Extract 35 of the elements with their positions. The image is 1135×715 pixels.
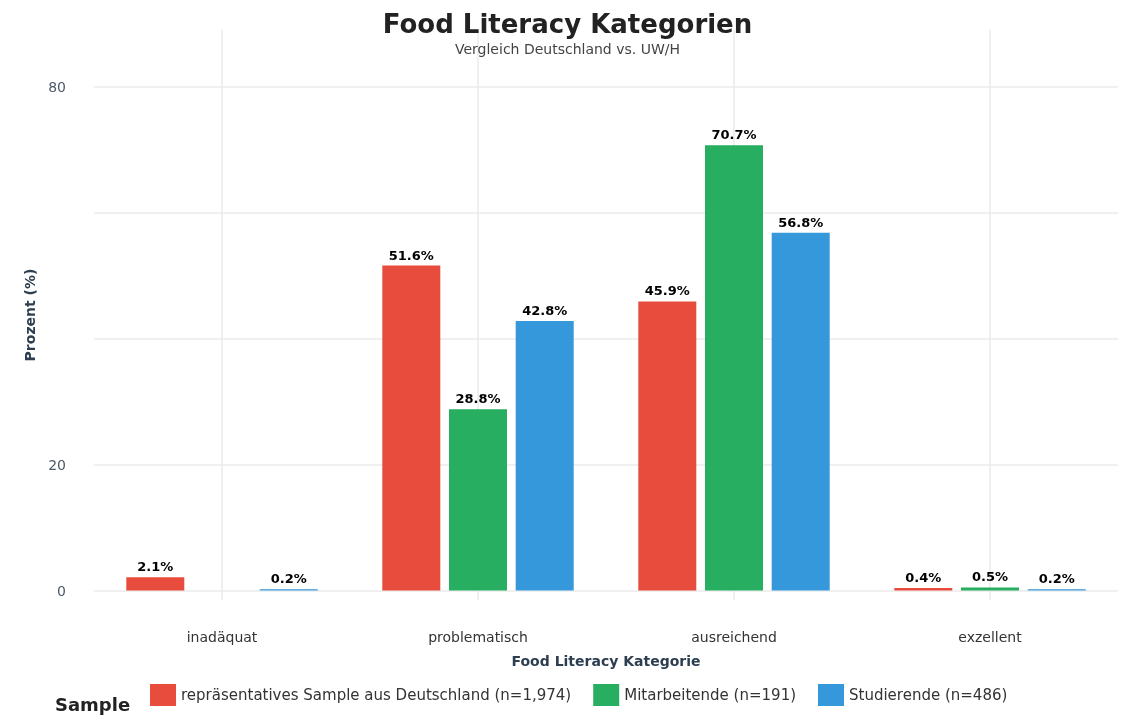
chart-title: Food Literacy Kategorien — [382, 9, 753, 39]
data-label: 28.8% — [455, 391, 501, 407]
x-tick-label: exzellent — [958, 629, 1023, 645]
bar — [961, 587, 1019, 591]
y-tick-label: 20 — [48, 456, 66, 473]
bar — [126, 577, 185, 591]
bar — [382, 265, 441, 591]
x-axis-title: Food Literacy Kategorie — [511, 653, 701, 669]
y-tick-label: 80 — [48, 78, 66, 95]
bar — [771, 232, 830, 591]
data-label: 0.4% — [905, 570, 942, 586]
data-label: 0.2% — [270, 571, 307, 587]
data-label: 56.8% — [778, 214, 824, 230]
data-label: 0.5% — [971, 569, 1009, 585]
text: Vergleich Deutschland vs. UW/H — [454, 41, 681, 57]
x-tick-label: ausreichend — [691, 629, 777, 645]
legend-title: Sample — [55, 693, 131, 715]
bar — [894, 588, 953, 591]
data-label: 2.1% — [137, 559, 174, 575]
y-axis-title: Prozent (%) — [22, 268, 39, 362]
bar — [705, 145, 763, 591]
bar — [515, 320, 574, 591]
legend-label: repräsentatives Sample aus Deutschland (n=1,974) — [181, 686, 572, 704]
y-tick-label: 0 — [57, 582, 66, 599]
bar — [638, 301, 697, 591]
data-label: 0.2% — [1038, 571, 1075, 587]
x-tick-label: problematisch — [428, 629, 528, 645]
data-label: 42.8% — [522, 302, 568, 318]
legend-label: Studierende (n=486) — [849, 686, 1008, 704]
data-label: 70.7% — [711, 127, 757, 143]
data-label: 45.9% — [644, 283, 690, 299]
data-label: 51.6% — [388, 247, 434, 263]
bar — [449, 409, 507, 591]
legend-label: Mitarbeitende (n=191) — [624, 686, 797, 704]
x-tick-label: inadäquat — [186, 629, 258, 645]
